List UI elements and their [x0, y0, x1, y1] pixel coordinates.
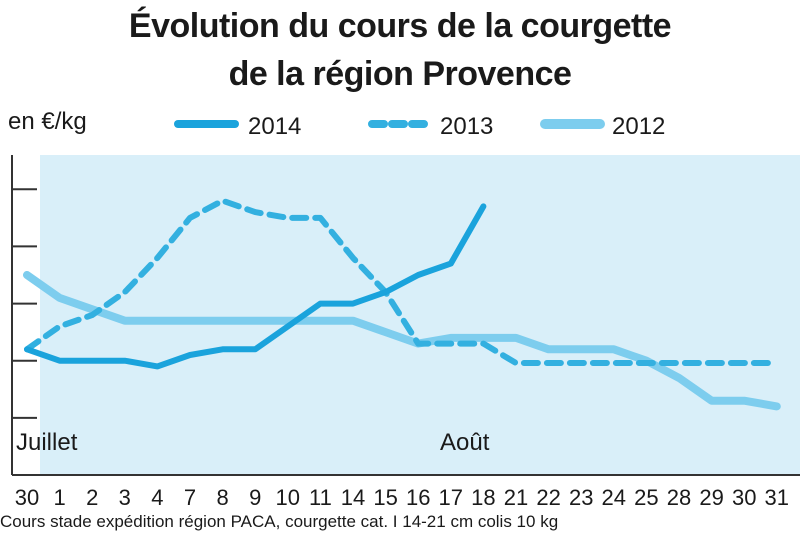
x-tick-label: 1	[53, 485, 65, 510]
x-tick-label: 8	[216, 485, 228, 510]
y-axis-unit-label: en €/kg	[8, 108, 87, 135]
x-tick-label: 30	[732, 485, 756, 510]
x-tick-label: 15	[373, 485, 397, 510]
month-label-aout: Août	[440, 429, 490, 456]
chart-title: Évolution du cours de la courgette	[128, 7, 672, 45]
x-tick-label: 25	[634, 485, 658, 510]
x-tick-label: 10	[276, 485, 300, 510]
chart-subtitle: de la région Provence	[228, 55, 572, 93]
chart-footnote: Cours stade expédition région PACA, cour…	[0, 512, 559, 531]
series-line-2013	[24, 197, 780, 366]
x-tick-label: 31	[765, 485, 789, 510]
legend-label-2012: 2012	[612, 113, 665, 140]
x-tick-label: 7	[184, 485, 196, 510]
x-tick-label: 24	[602, 485, 626, 510]
x-tick-label: 18	[471, 485, 495, 510]
x-tick-label: 22	[536, 485, 560, 510]
x-tick-label: 29	[699, 485, 723, 510]
x-tick-label: 4	[151, 485, 163, 510]
x-tick-label: 14	[341, 485, 365, 510]
x-tick-label: 23	[569, 485, 593, 510]
x-tick-label: 9	[249, 485, 261, 510]
x-tick-label: 21	[504, 485, 528, 510]
month-label-juillet: Juillet	[16, 429, 78, 456]
x-tick-label: 30	[15, 485, 39, 510]
x-tick-label: 16	[406, 485, 430, 510]
legend-label-2014: 2014	[248, 113, 301, 140]
series-line-2014	[24, 203, 487, 370]
x-tick-label: 2	[86, 485, 98, 510]
x-tick-label: 11	[309, 485, 332, 510]
legend-label-2013: 2013	[440, 113, 493, 140]
x-tick-label: 28	[667, 485, 691, 510]
x-tick-label: 17	[439, 485, 463, 510]
plot-background	[40, 155, 800, 475]
x-tick-label: 3	[119, 485, 131, 510]
